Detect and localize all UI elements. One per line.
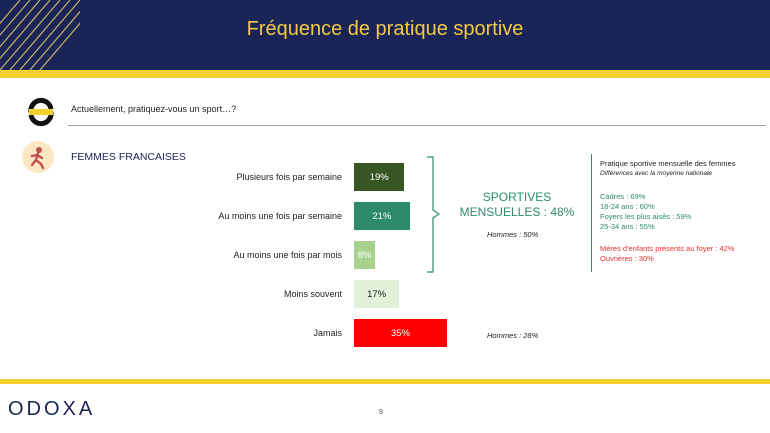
side-panel-subtitle: Différences avec la moyenne nationale — [600, 170, 713, 177]
bracket-brace — [427, 156, 440, 273]
header-banner: Fréquence de pratique sportive — [0, 0, 770, 70]
bar-value-label: 35% — [390, 328, 410, 339]
category-label: Jamais — [313, 328, 342, 338]
side-panel-item: 25-34 ans : 55% — [600, 222, 655, 231]
category-label: Plusieurs fois par semaine — [236, 172, 342, 182]
side-panel-item: Cadres : 69% — [600, 192, 646, 201]
category-label: Au moins une fois par mois — [233, 250, 342, 260]
bar-value-label: 21% — [372, 211, 392, 222]
hatch-pattern — [0, 0, 80, 70]
page-title: Fréquence de pratique sportive — [246, 18, 524, 40]
page-number: 9 — [379, 409, 383, 416]
sportives-summary: SPORTIVES MENSUELLES : 48% — [459, 190, 575, 219]
side-panel-rule — [591, 154, 592, 272]
category-label: Au moins une fois par semaine — [218, 211, 342, 221]
bar-value-label: 8% — [357, 250, 372, 261]
header-stripe — [0, 70, 770, 78]
side-panel-item: Foyers les plus aisés : 59% — [600, 212, 692, 221]
bar-3 — [354, 241, 376, 269]
bar-value-label: 19% — [369, 172, 389, 183]
summary-note: Hommes : 50% — [487, 230, 539, 239]
bar-value-label: 17% — [367, 289, 387, 300]
runner-icon — [22, 141, 54, 173]
bar-2 — [354, 202, 410, 230]
question-icon — [28, 97, 54, 127]
side-panel-title: Pratique sportive mensuelle des femmes — [600, 159, 736, 168]
bar-1 — [354, 163, 405, 191]
side-panel-item: Mères d'enfants présents au foyer : 42% — [600, 244, 735, 253]
question-divider — [68, 125, 766, 126]
section-label: FEMMES FRANCAISES — [71, 151, 186, 163]
side-panel-item: Ouvrières : 30% — [600, 254, 654, 263]
odoxa-logo: ODOXA — [8, 398, 96, 420]
side-panel-item: 18-24 ans : 60% — [600, 202, 655, 211]
jamais-note: Hommes : 28% — [487, 331, 539, 340]
footer-stripe — [0, 379, 770, 384]
survey-question: Actuellement, pratiquez-vous un sport…? — [71, 104, 237, 114]
bar-5 — [354, 319, 447, 347]
bar-4 — [354, 280, 400, 308]
category-label: Moins souvent — [283, 289, 342, 299]
